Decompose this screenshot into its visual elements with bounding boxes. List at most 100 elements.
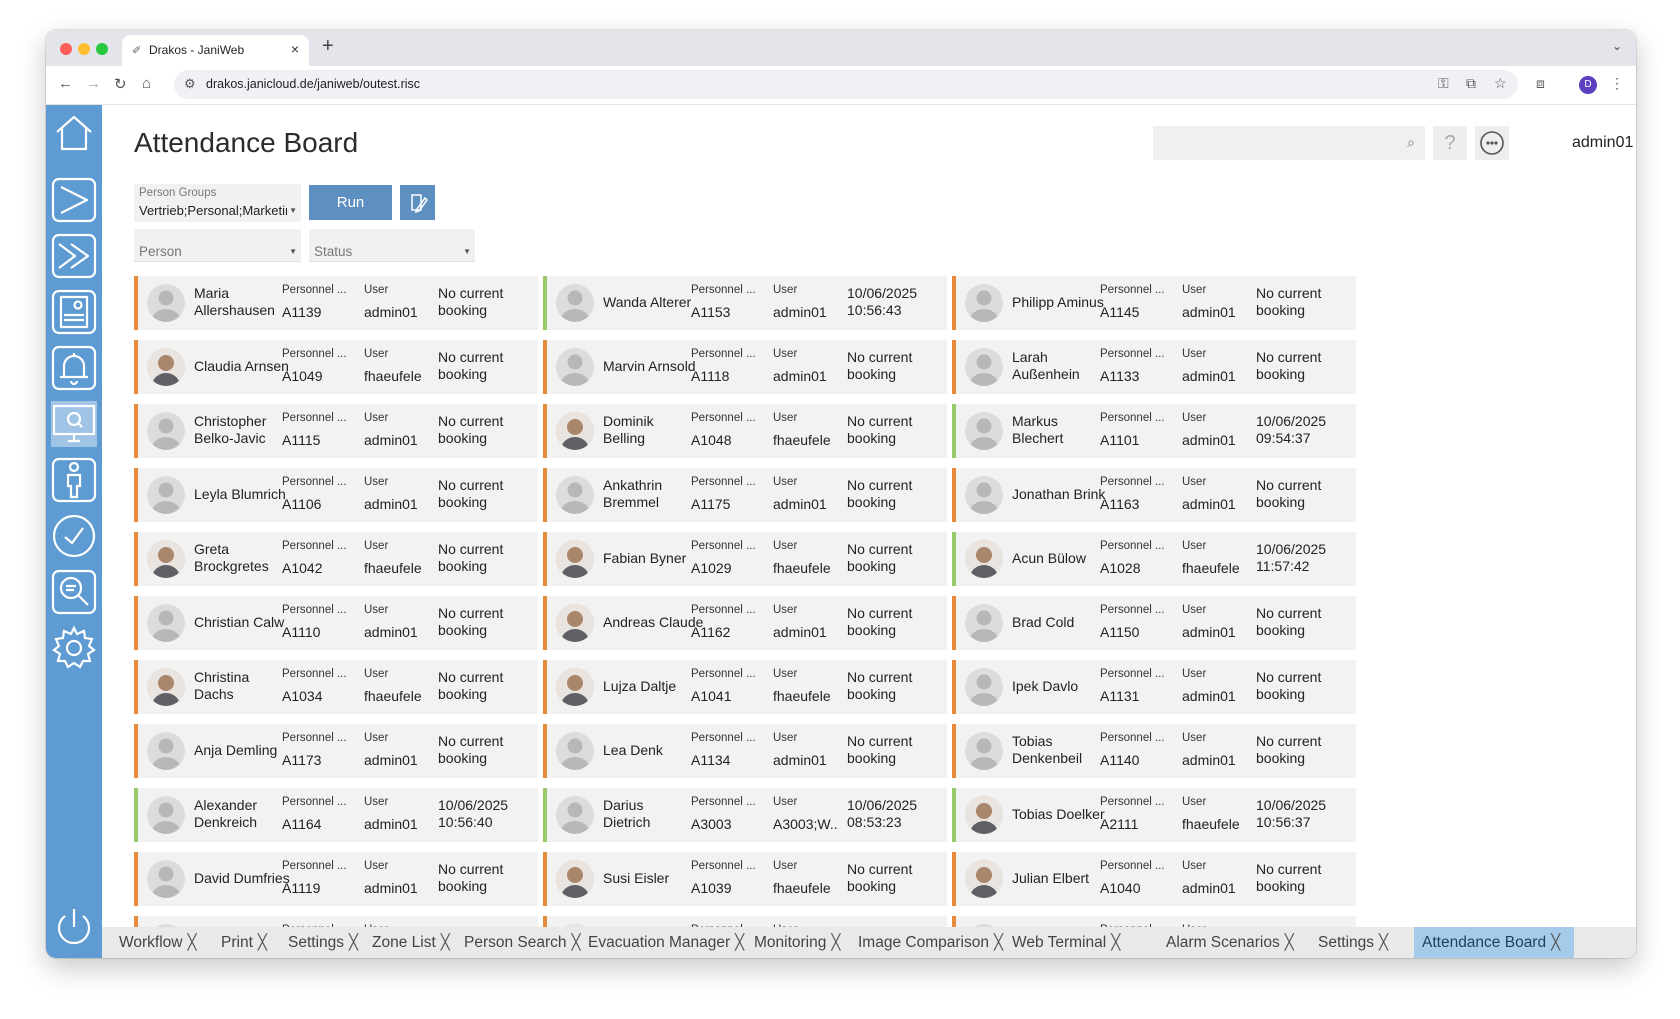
close-tab-icon[interactable]: ╳	[831, 934, 841, 951]
person-card[interactable]: Tobias Denkenbeil Personnel ... A1140 User a…	[952, 724, 1356, 778]
sidebar-item-time[interactable]	[51, 513, 97, 559]
person-groups-select[interactable]: Person Groups Vertrieb;Personal;Marketin…	[134, 184, 301, 222]
sidebar-item-person[interactable]	[51, 457, 97, 503]
close-tab-icon[interactable]: ╳	[1284, 934, 1294, 951]
person-card[interactable]: Lujza Daltje Personnel ... A1041 User fhaeuf…	[543, 660, 947, 714]
sidebar-item-alarms[interactable]	[51, 345, 97, 391]
person-card[interactable]: Larah Außenhein Personnel ... A1133 User adm…	[952, 340, 1356, 394]
profile-avatar[interactable]: D	[1579, 76, 1597, 94]
person-card[interactable]: Jonathan Brink Personnel ... A1163 User admi…	[952, 468, 1356, 522]
person-card[interactable]: Darius Dietrich Personnel ... A3003 User A30…	[543, 788, 947, 842]
close-tab-icon[interactable]: ╳	[735, 934, 745, 951]
person-card[interactable]: Wanda Alterer Personnel ... A1153 User admin…	[543, 276, 947, 330]
url-text[interactable]: drakos.janicloud.de/janiweb/outest.risc	[206, 77, 421, 91]
person-card[interactable]: Christopher Belko-Javic Personnel ... A111…	[134, 404, 538, 458]
person-card[interactable]: Greta Brockgretes Personnel ... A1042 User f…	[134, 532, 538, 586]
person-avatar	[965, 540, 1003, 578]
bottom-tab[interactable]: Settings ╳	[288, 927, 358, 958]
bottom-tab[interactable]: Image Comparison ╳	[858, 927, 1003, 958]
bottom-tab-bar: ‹ › ≡ Workflow╳Print╳Settings╳Zone List╳…	[102, 927, 1636, 958]
close-tab-icon[interactable]: ╳	[1111, 934, 1121, 951]
bottom-tab[interactable]: Monitoring ╳	[754, 927, 840, 958]
person-card[interactable]: Leyla Blumrich Personnel ... A1106 User admi…	[134, 468, 538, 522]
close-tab-icon[interactable]: ╳	[187, 934, 197, 951]
person-card[interactable]: Ankathrin Bremmel Personnel ... A1175 User a…	[543, 468, 947, 522]
person-card[interactable]: Lea Denk Personnel ... A1134 User admin01 No …	[543, 724, 947, 778]
bottom-tab[interactable]: Alarm Scenarios ╳	[1166, 927, 1294, 958]
bottom-tab[interactable]: Print ╳	[221, 927, 267, 958]
close-tab-icon[interactable]: ╳	[1379, 934, 1389, 951]
search-icon[interactable]: ⌕	[1407, 134, 1415, 150]
bottom-tab[interactable]: Web Terminal ╳	[1012, 927, 1120, 958]
person-card[interactable]: Susi Eisler Personnel ... A1039 User fhaeufe…	[543, 852, 947, 906]
browser-tab[interactable]: ✐ Drakos - JaniWeb ×	[122, 35, 309, 66]
person-card[interactable]: Alexander Denkreich Personnel ... A1164 Use…	[134, 788, 538, 842]
bottom-tab[interactable]: Zone List ╳	[372, 927, 450, 958]
extensions-icon[interactable]: ⧈	[1536, 75, 1545, 91]
person-card[interactable]: Dominik Belling Personnel ... A1048 User fha…	[543, 404, 947, 458]
back-icon[interactable]: ←	[58, 75, 73, 92]
close-tab-icon[interactable]: ╳	[571, 934, 581, 951]
person-filter[interactable]: Person ▼	[134, 229, 301, 262]
reload-icon[interactable]: ↻	[114, 76, 127, 93]
person-icon	[51, 457, 97, 503]
run-button[interactable]: Run	[309, 185, 392, 220]
bottom-tab[interactable]: Attendance Board ╳	[1414, 927, 1575, 958]
global-search-input[interactable]: ⌕	[1153, 126, 1425, 160]
sidebar-item-forward[interactable]	[51, 177, 97, 223]
password-key-icon[interactable]: ⚿	[1438, 75, 1449, 91]
person-card[interactable]: Brad Cold Personnel ... A1150 User admin01 No…	[952, 596, 1356, 650]
close-tab-icon[interactable]: ╳	[993, 934, 1003, 951]
address-bar[interactable]: ⚙ drakos.janicloud.de/janiweb/outest.ris…	[174, 70, 1518, 99]
chat-button[interactable]	[1475, 126, 1509, 160]
close-tab-icon[interactable]: ╳	[349, 934, 359, 951]
person-card[interactable]: Julian Elbert Personnel ... A1040 User admin…	[952, 852, 1356, 906]
user-value: fhaeufele	[364, 688, 422, 704]
close-tab-icon[interactable]: ╳	[440, 934, 450, 951]
sidebar-item-search[interactable]	[51, 569, 97, 615]
person-card[interactable]: Acun Bülow Personnel ... A1028 User fhaeufel…	[952, 532, 1356, 586]
minimize-window-dot[interactable]	[78, 43, 90, 55]
sidebar-item-person-card[interactable]	[51, 289, 97, 335]
person-card[interactable]: Marvin Arnsold Personnel ... A1118 User admi…	[543, 340, 947, 394]
close-window-dot[interactable]	[60, 43, 72, 55]
status-filter[interactable]: Status ▼	[309, 229, 475, 262]
person-card[interactable]: Claudia Arnsen Personnel ... A1049 User fhae…	[134, 340, 538, 394]
tab-search-icon[interactable]: ⌄	[1611, 39, 1622, 53]
sidebar-home[interactable]	[51, 110, 97, 156]
sidebar-item-settings[interactable]	[51, 625, 97, 671]
person-card[interactable]: Philipp Aminus Personnel ... A1145 User admi…	[952, 276, 1356, 330]
home-browser-icon[interactable]: ⌂	[142, 75, 152, 92]
person-photo-icon	[556, 412, 594, 450]
person-card[interactable]: Tobias Doelker Personnel ... A2111 User fhae…	[952, 788, 1356, 842]
bottom-tab[interactable]: Person Search ╳	[464, 927, 581, 958]
bottom-tab[interactable]: Evacuation Manager ╳	[588, 927, 744, 958]
user-name[interactable]: admin01	[1572, 134, 1634, 151]
bottom-tab[interactable]: Workflow ╳	[119, 927, 196, 958]
person-card[interactable]: Ipek Davlo Personnel ... A1131 User admin01 N…	[952, 660, 1356, 714]
sidebar-item-fast-forward[interactable]	[51, 233, 97, 279]
person-card[interactable]: Christina Dachs Personnel ... A1034 User fha…	[134, 660, 538, 714]
person-card[interactable]: Andreas Claude Personnel ... A1162 User admi…	[543, 596, 947, 650]
site-settings-icon[interactable]: ⚙	[184, 76, 196, 91]
browser-menu-icon[interactable]: ⋮	[1610, 75, 1624, 91]
person-card[interactable]: Fabian Byner Personnel ... A1029 User fhaeuf…	[543, 532, 947, 586]
bookmark-star-icon[interactable]: ☆	[1494, 75, 1507, 91]
new-tab-icon[interactable]: +	[322, 35, 334, 57]
close-tab-icon[interactable]: ×	[290, 41, 299, 57]
bottom-tab[interactable]: Settings ╳	[1318, 927, 1388, 958]
edit-button[interactable]	[400, 185, 435, 220]
maximize-window-dot[interactable]	[96, 43, 108, 55]
person-card[interactable]: Markus Blechert Personnel ... A1101 User adm…	[952, 404, 1356, 458]
person-card[interactable]: David Dumfries Personnel ... A1119 User admi…	[134, 852, 538, 906]
help-button[interactable]: ?	[1433, 126, 1467, 160]
person-card[interactable]: Anja Demling Personnel ... A1173 User admin0…	[134, 724, 538, 778]
forward-icon[interactable]: →	[86, 75, 101, 92]
person-card[interactable]: Maria Allershausen Personnel ... A1139 User…	[134, 276, 538, 330]
sidebar-logout[interactable]	[51, 905, 97, 951]
close-tab-icon[interactable]: ╳	[1551, 934, 1561, 951]
sidebar-item-attendance[interactable]	[51, 401, 97, 447]
cast-icon[interactable]: ⧉	[1466, 75, 1476, 91]
person-card[interactable]: Christian Calw Personnel ... A1110 User admi…	[134, 596, 538, 650]
close-tab-icon[interactable]: ╳	[257, 934, 267, 951]
